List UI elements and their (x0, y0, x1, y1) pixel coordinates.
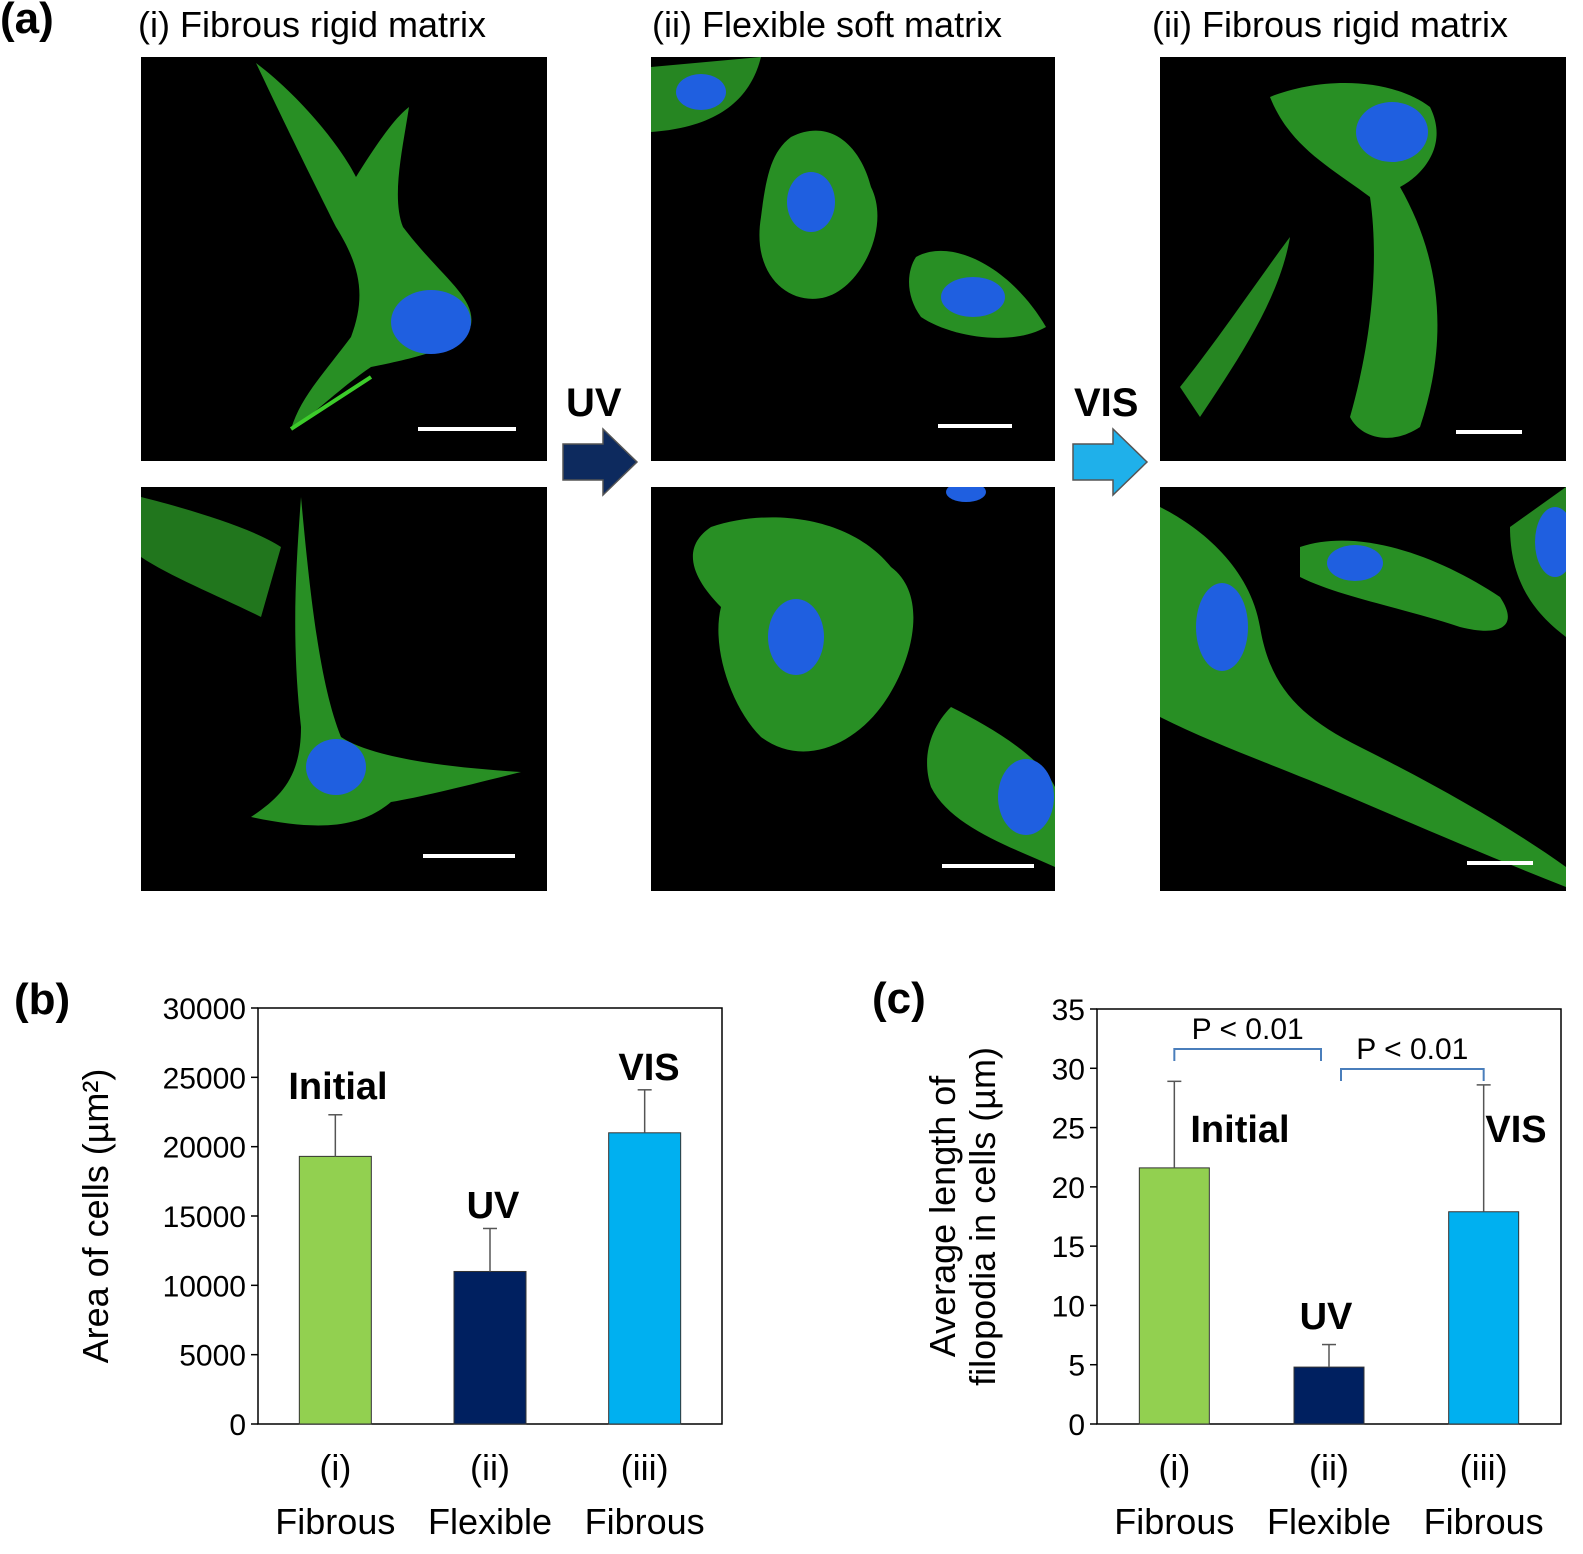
y-tick-label: 10 (1052, 1290, 1085, 1323)
panel-letter: (c) (872, 974, 926, 1023)
bar (453, 1270, 527, 1425)
bar-label: VIS (618, 1047, 679, 1089)
x-tick-label: (ii) (470, 1447, 510, 1488)
y-tick-label: 25000 (163, 1062, 246, 1095)
y-tick-label: 30 (1052, 1053, 1085, 1086)
x-tick-sublabel: Flexible (1267, 1501, 1391, 1542)
uv-step-label: UV (566, 381, 622, 425)
y-tick-label: 5000 (179, 1340, 246, 1373)
bar-label: UV (1300, 1296, 1353, 1338)
x-tick-sublabel: Fibrous (275, 1501, 395, 1542)
micrograph-iii-bottom (1160, 487, 1566, 891)
chart-b: (b) 0 5000 10000 15000 20000 25000 30000 Area of… (14, 975, 723, 1542)
micrograph-iii-top (1160, 57, 1566, 461)
plot-frame (1096, 1008, 1562, 1425)
y-tick-label: 10000 (163, 1270, 246, 1303)
micrograph-i-top (141, 57, 547, 461)
bar-label: UV (467, 1185, 520, 1227)
scale-bar (938, 424, 1012, 428)
bar (298, 1155, 372, 1425)
x-tick-label: (ii) (1309, 1447, 1349, 1488)
micrograph-ii-top (651, 57, 1055, 461)
y-tick-label: 20 (1052, 1172, 1085, 1205)
micrograph-ii-bottom (651, 487, 1055, 891)
y-tick-label: 5 (1068, 1350, 1085, 1383)
panel-letter: (b) (14, 975, 70, 1024)
bar (1138, 1167, 1210, 1425)
bar (1293, 1366, 1365, 1425)
y-tick-label: 35 (1052, 994, 1085, 1027)
plot-frame (257, 1007, 723, 1425)
x-tick-sublabel: Fibrous (1424, 1501, 1544, 1542)
bar-label: Initial (288, 1066, 387, 1108)
x-tick-sublabel: Fibrous (1114, 1501, 1234, 1542)
y-axis-label-line: filopodia in cells (µm) (962, 1047, 1003, 1386)
bar-label: Initial (1190, 1109, 1289, 1151)
scale-bar (418, 427, 516, 431)
bar (1448, 1211, 1520, 1425)
scale-bar (1467, 861, 1533, 865)
y-tick-label: 30000 (163, 993, 246, 1026)
bar (608, 1132, 682, 1425)
y-tick-label: 0 (1068, 1409, 1085, 1442)
scale-bar (423, 854, 515, 858)
x-tick-sublabel: Fibrous (585, 1501, 705, 1542)
y-tick-label: 0 (229, 1409, 246, 1442)
significance-bracket (1340, 1068, 1485, 1081)
chart-c: (c) 0 5 10 15 20 25 30 35 Average length of filopo… (872, 974, 1562, 1542)
significance-bracket (1173, 1048, 1322, 1061)
y-tick-label: 20000 (163, 1132, 246, 1165)
y-tick-label: 15 (1052, 1231, 1085, 1264)
x-tick-label: (iii) (1460, 1447, 1508, 1488)
vis-step-label: VIS (1074, 381, 1139, 425)
y-tick-label: 25 (1052, 1113, 1085, 1146)
x-tick-label: (i) (1158, 1447, 1190, 1488)
micrograph-i-bottom (141, 487, 547, 891)
significance-label: P < 0.01 (1356, 1033, 1468, 1066)
x-tick-label: (iii) (621, 1447, 669, 1488)
y-axis-label-line: Average length of (922, 1075, 963, 1358)
x-tick-label: (i) (319, 1447, 351, 1488)
caption-flexible: (ii) Flexible soft matrix (652, 4, 1003, 45)
bar-label: VIS (1485, 1109, 1546, 1151)
scale-bar (942, 864, 1034, 868)
y-tick-label: 15000 (163, 1201, 246, 1234)
uv-arrow-icon (562, 427, 639, 497)
scale-bar (1456, 430, 1522, 434)
caption-fibrous-recovered: (ii) Fibrous rigid matrix (1152, 4, 1509, 45)
vis-arrow-icon (1072, 427, 1149, 497)
y-axis-label: Area of cells (µm²) (75, 1069, 116, 1364)
panel-a-letter: (a) (0, 0, 54, 43)
significance-label: P < 0.01 (1192, 1013, 1304, 1046)
caption-fibrous-initial: (i) Fibrous rigid matrix (138, 4, 487, 45)
x-tick-sublabel: Flexible (428, 1501, 552, 1542)
